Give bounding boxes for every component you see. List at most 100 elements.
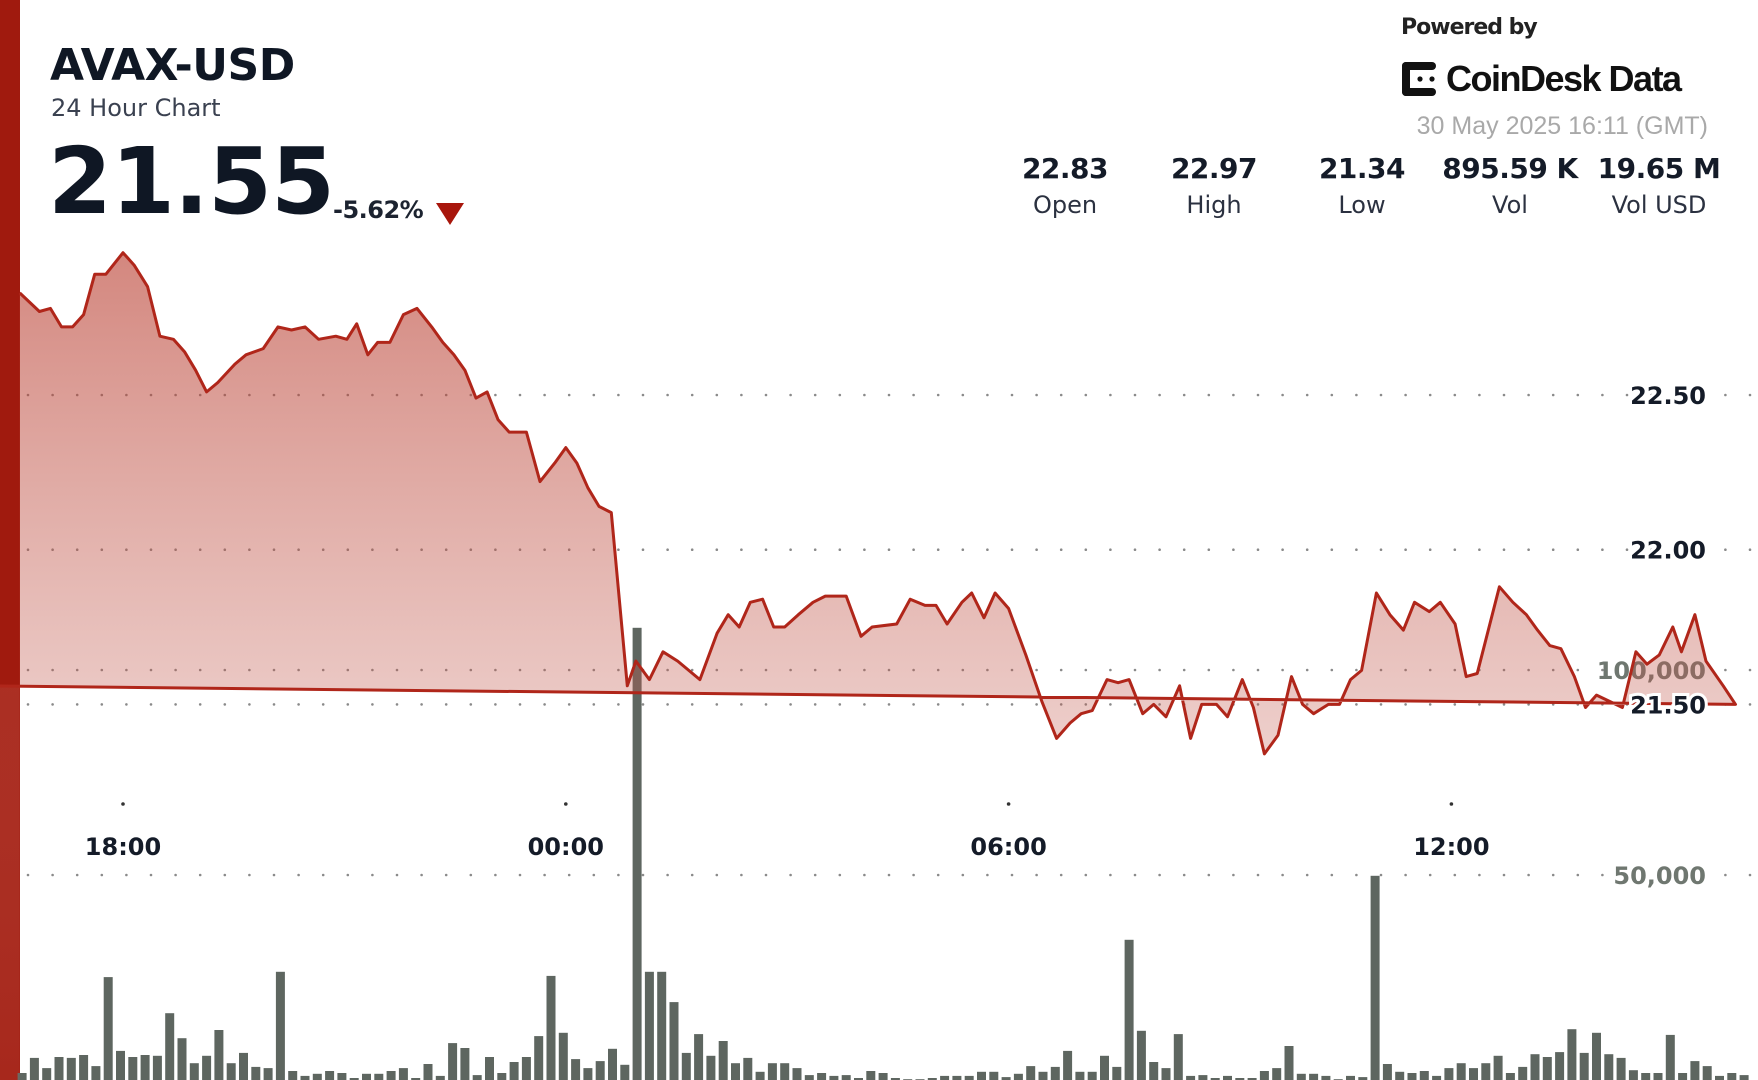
price-gridline-dot <box>321 703 325 706</box>
price-gridline-dot <box>1478 393 1481 397</box>
volume-bar <box>1628 1070 1638 1080</box>
volume-bar <box>1161 1068 1171 1080</box>
time-tick-dot <box>1449 802 1454 806</box>
price-gridline-dot <box>1010 548 1014 551</box>
volume-gridline-dot <box>617 873 620 877</box>
volume-gridline-dot <box>1207 668 1211 672</box>
volume-bar <box>288 1071 298 1080</box>
price-gridline-dot <box>1502 393 1506 397</box>
volume-bar <box>1505 1073 1515 1080</box>
price-gridline-dot <box>1084 548 1088 551</box>
volume-bar <box>731 1063 740 1080</box>
volume-bar <box>17 1073 27 1080</box>
volume-bar <box>448 1043 458 1080</box>
price-gridline-dot <box>715 393 719 397</box>
price-gridline-dot <box>617 393 620 397</box>
volume-gridline-dot <box>371 873 374 877</box>
price-gridline-dot <box>1551 393 1555 397</box>
price-gridline-dot <box>1256 548 1260 551</box>
volume-gridline-dot <box>469 873 473 877</box>
price-gridline-dot <box>1551 548 1555 551</box>
volume-bar <box>1358 1077 1368 1080</box>
volume-bar <box>632 627 642 1080</box>
volume-bar <box>189 1063 199 1080</box>
volume-gridline-dot <box>1281 668 1284 672</box>
volume-gridline-dot <box>272 873 276 877</box>
time-tick-label: 00:00 <box>528 833 604 861</box>
price-gridline-dot <box>1355 393 1358 397</box>
volume-gridline-dot <box>51 873 54 877</box>
price-gridline-dot <box>1428 703 1432 706</box>
price-tick-label: 22.00 <box>1630 537 1706 565</box>
volume-gridline-dot <box>1059 668 1063 672</box>
volume-gridline-dot <box>1502 873 1506 877</box>
price-gridline-dot <box>1330 548 1334 551</box>
price-gridline-dot <box>1109 393 1112 397</box>
volume-bar <box>989 1071 999 1080</box>
price-gridline-dot <box>1133 393 1137 397</box>
volume-bar <box>374 1073 384 1080</box>
price-gridline-dot <box>1035 393 1038 397</box>
price-gridline-dot <box>1330 393 1334 397</box>
price-gridline-dot <box>518 393 522 397</box>
price-gridline-dot <box>1601 548 1604 551</box>
volume-gridline-dot <box>1281 873 1284 877</box>
volume-gridline-dot <box>740 873 743 877</box>
volume-gridline-dot <box>494 873 497 877</box>
price-tick-label: 21.50 <box>1630 691 1706 719</box>
volume-bar <box>829 1075 839 1080</box>
price-gridline-dot <box>641 703 645 706</box>
price-gridline-dot <box>1010 393 1014 397</box>
volume-gridline-dot <box>936 873 940 877</box>
price-gridline-dot <box>1281 393 1284 397</box>
volume-bar <box>681 1052 691 1080</box>
price-gridline-dot <box>1133 548 1137 551</box>
volume-bar <box>1382 1064 1392 1080</box>
price-gridline-dot <box>567 703 571 706</box>
volume-gridline-dot <box>789 873 792 877</box>
price-gridline-dot <box>1699 548 1703 551</box>
volume-gridline-dot <box>986 873 989 877</box>
price-gridline-dot <box>887 393 891 397</box>
stat-label: High <box>1186 191 1242 219</box>
volume-gridline-dot <box>174 873 177 877</box>
volume-gridline-dot <box>1010 873 1014 877</box>
price-gridline-dot <box>789 548 792 551</box>
volume-gridline-dot <box>395 873 399 877</box>
volume-bar <box>1702 1066 1712 1080</box>
price-gridline-dot <box>1625 393 1629 397</box>
volume-bars <box>17 627 1749 1080</box>
volume-bar <box>657 971 667 1080</box>
volume-bar <box>1186 1075 1196 1080</box>
price-gridline-dot <box>789 703 792 706</box>
volume-bar <box>595 1061 605 1080</box>
volume-bar <box>1444 1068 1454 1080</box>
volume-bar <box>435 1075 445 1080</box>
volume-gridline-dot <box>518 873 522 877</box>
volume-bar <box>964 1075 974 1080</box>
volume-gridline-dot <box>1232 668 1235 672</box>
volume-bar <box>1284 1046 1294 1080</box>
volume-bar <box>1493 1055 1503 1080</box>
price-gridline-dot <box>1527 393 1530 397</box>
triangle-down-icon <box>436 203 464 225</box>
price-gridline-dot <box>641 393 645 397</box>
volume-gridline-dot <box>567 873 571 877</box>
volume-bar <box>1001 1077 1011 1080</box>
price-gridline-dot <box>1748 703 1752 706</box>
volume-bar <box>608 1048 617 1080</box>
price-gridline-dot <box>1109 703 1112 706</box>
volume-gridline-dot <box>1158 873 1161 877</box>
volume-gridline-dot <box>223 873 227 877</box>
price-gridline-dot <box>1724 393 1727 397</box>
powered-by-label: Powered by <box>1401 15 1538 40</box>
price-gridline-dot <box>740 393 743 397</box>
timestamp: 30 May 2025 16:11 (GMT) <box>1416 112 1708 140</box>
price-gridline-dot <box>1355 548 1358 551</box>
price-gridline-dot <box>1232 548 1235 551</box>
volume-bar <box>411 1078 421 1080</box>
volume-bar <box>1210 1078 1220 1080</box>
volume-bar <box>509 1062 519 1080</box>
price-area <box>0 252 1736 1080</box>
price-gridline-dot <box>1650 393 1653 397</box>
